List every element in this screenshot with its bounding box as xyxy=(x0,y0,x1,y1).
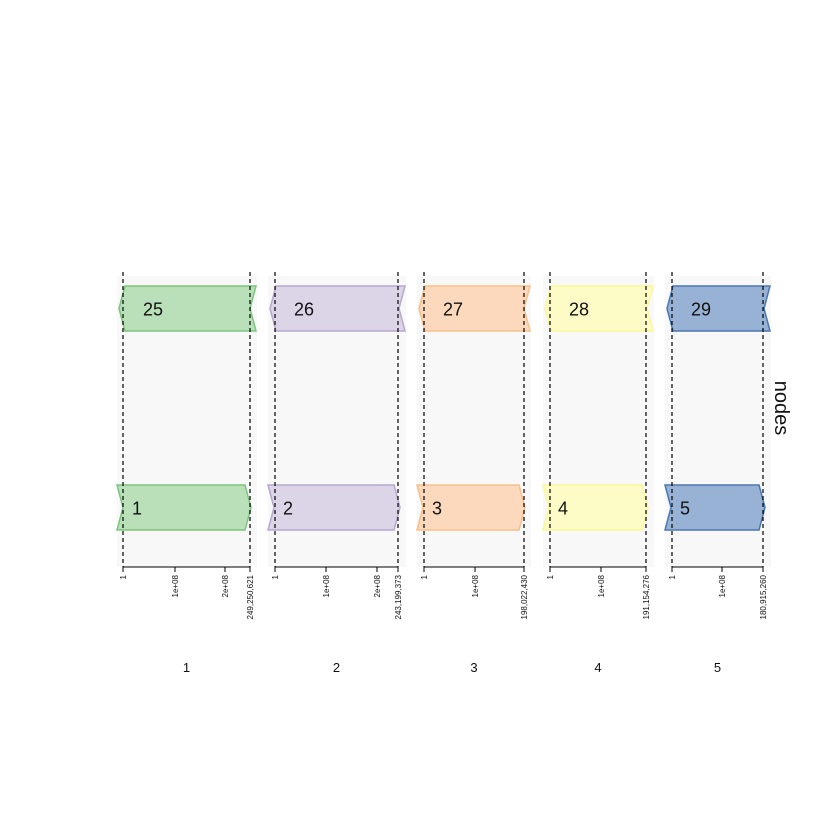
x-tick-label: 1e+08 xyxy=(322,574,331,597)
x-tick-label: 1 xyxy=(668,574,677,579)
bottom-node-shape[interactable] xyxy=(267,484,401,531)
x-tick-label: 198,022,430 xyxy=(520,574,529,619)
x-tick-label: 1e+08 xyxy=(471,574,480,597)
x-tick-label: 1e+08 xyxy=(171,574,180,597)
top-node-shape[interactable] xyxy=(418,285,531,332)
top-node-label: 27 xyxy=(443,300,463,320)
panel-2: 26 2 1 1e+08 2e+08 243,199,373 2 xyxy=(267,272,406,675)
x-tick-label: 249,250,621 xyxy=(246,574,255,619)
x-tick-label: 1 xyxy=(271,574,280,579)
bottom-node-label: 2 xyxy=(283,499,293,519)
top-node-shape[interactable] xyxy=(118,285,257,332)
x-tick-label: 1e+08 xyxy=(597,574,606,597)
top-node-shape[interactable] xyxy=(269,285,406,332)
x-tick-label: 1 xyxy=(420,574,429,579)
bottom-node-label: 1 xyxy=(132,499,142,519)
facet-strip-label: nodes xyxy=(770,381,792,436)
panel-label: 5 xyxy=(714,660,721,675)
bottom-node-label: 4 xyxy=(558,499,568,519)
x-tick-label: 1e+08 xyxy=(718,574,727,597)
bottom-node-label: 3 xyxy=(432,499,442,519)
bottom-node-shape[interactable] xyxy=(416,484,526,531)
panel-label: 2 xyxy=(333,660,340,675)
top-node-shape[interactable] xyxy=(544,285,654,332)
bottom-node-shape[interactable] xyxy=(542,484,649,531)
top-node-shape[interactable] xyxy=(666,285,771,332)
bottom-node-label: 5 xyxy=(680,499,690,519)
x-tick-label: 243,199,373 xyxy=(394,574,403,619)
top-node-label: 26 xyxy=(294,300,314,320)
bottom-node-shape[interactable] xyxy=(116,484,252,531)
x-tick-label: 1 xyxy=(546,574,555,579)
x-tick-label: 2e+08 xyxy=(373,574,382,597)
bottom-node-shape[interactable] xyxy=(664,484,766,531)
panel-4: 28 4 1 1e+08 191,154,276 4 xyxy=(542,272,654,675)
top-node-label: 29 xyxy=(691,300,711,320)
panel-label: 3 xyxy=(470,660,477,675)
x-tick-label: 191,154,276 xyxy=(642,574,651,619)
panel-1: 25 1 1 1e+08 2e+08 249,250,621 1 xyxy=(116,272,257,675)
x-tick-label: 1 xyxy=(119,574,128,579)
panel-label: 4 xyxy=(594,660,601,675)
panel-3: 27 3 1 1e+08 198,022,430 3 xyxy=(416,272,531,675)
panel-5: 29 5 1 1e+08 180,915,260 5 xyxy=(664,272,771,675)
x-tick-label: 2e+08 xyxy=(221,574,230,597)
top-node-label: 28 xyxy=(569,300,589,320)
panel-label: 1 xyxy=(183,660,190,675)
x-tick-label: 180,915,260 xyxy=(759,574,768,619)
top-node-label: 25 xyxy=(143,300,163,320)
